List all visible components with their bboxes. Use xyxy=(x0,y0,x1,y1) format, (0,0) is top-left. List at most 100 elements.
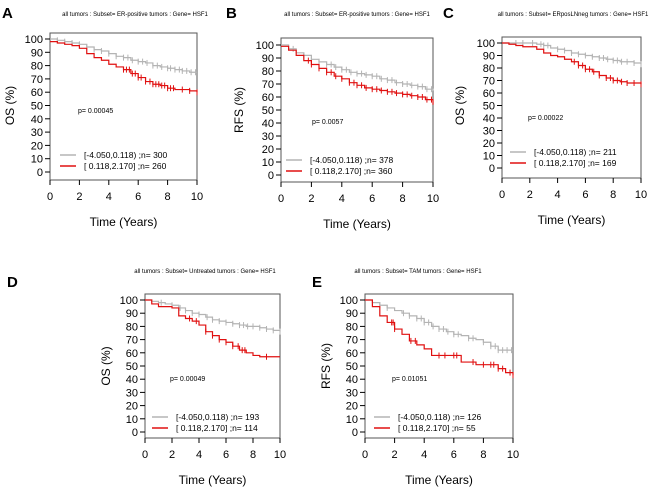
y-tick-label: 20 xyxy=(346,401,358,413)
y-axis-label: OS (%) xyxy=(3,86,17,125)
y-tick-label: 80 xyxy=(31,61,43,73)
x-tick-label: 8 xyxy=(480,449,486,461)
panel-letter: A xyxy=(2,5,13,22)
x-tick-label: 0 xyxy=(47,191,53,203)
y-tick-label: 60 xyxy=(126,348,138,360)
y-tick-label: 90 xyxy=(31,47,43,59)
chart-title: all tumors : Subset= ER-positive tumors … xyxy=(284,12,430,18)
x-tick-label: 10 xyxy=(635,189,647,201)
y-tick-label: 80 xyxy=(262,66,274,78)
y-tick-label: 80 xyxy=(483,63,495,75)
y-tick-label: 50 xyxy=(31,101,43,113)
p-value: p= 0.0057 xyxy=(312,119,343,126)
y-tick-label: 60 xyxy=(346,348,358,360)
x-tick-label: 2 xyxy=(392,449,398,461)
p-value: p= 0.01051 xyxy=(392,376,427,383)
x-axis-label: Time (Years) xyxy=(405,473,473,487)
x-tick-label: 8 xyxy=(400,193,406,205)
plot-frame xyxy=(49,32,198,181)
x-tick-label: 4 xyxy=(106,191,112,203)
x-tick-label: 10 xyxy=(191,191,203,203)
y-tick-label: 70 xyxy=(262,79,274,91)
y-tick-label: 30 xyxy=(262,131,274,143)
x-tick-label: 4 xyxy=(339,193,345,205)
legend-entry: [-4.050,0.118) ;n= 211 xyxy=(534,147,617,157)
x-tick-label: 0 xyxy=(362,449,368,461)
panel-letter: C xyxy=(443,5,454,22)
legend-entry: [ 0.118,2.170] ;n= 260 xyxy=(84,161,167,171)
y-tick-label: 90 xyxy=(126,308,138,320)
y-tick-label: 50 xyxy=(262,105,274,117)
km-curve-high xyxy=(502,42,642,85)
legend-entry: [-4.050,0.118) ;n= 300 xyxy=(84,150,168,160)
y-tick-label: 100 xyxy=(477,38,495,50)
x-tick-label: 2 xyxy=(169,449,175,461)
y-tick-label: 50 xyxy=(346,361,358,373)
y-axis-label: RFS (%) xyxy=(319,343,333,389)
km-curve-high xyxy=(145,299,280,358)
y-tick-label: 60 xyxy=(262,92,274,104)
p-value: p= 0.00045 xyxy=(78,108,113,115)
y-tick-label: 60 xyxy=(483,88,495,100)
y-tick-label: 30 xyxy=(126,387,138,399)
y-tick-label: 90 xyxy=(262,53,274,65)
y-tick-label: 40 xyxy=(483,113,495,125)
chart-title: all tumors : Subset= ER-positive tumors … xyxy=(62,12,208,18)
y-tick-label: 20 xyxy=(483,138,495,150)
y-tick-label: 90 xyxy=(346,308,358,320)
y-axis-label: RFS (%) xyxy=(232,87,246,133)
y-tick-label: 20 xyxy=(126,401,138,413)
panel-letter: D xyxy=(7,274,18,291)
y-tick-label: 30 xyxy=(31,127,43,139)
y-tick-label: 10 xyxy=(346,414,358,426)
x-axis-label: Time (Years) xyxy=(90,215,158,229)
chart-title: all tumors : Subset= TAM tumors : Gene= … xyxy=(354,269,482,275)
x-tick-label: 6 xyxy=(451,449,457,461)
legend-entry: [ 0.118,2.170] ;n= 114 xyxy=(176,423,258,433)
x-tick-label: 4 xyxy=(421,449,427,461)
p-value: p= 0.00049 xyxy=(170,376,205,383)
y-tick-label: 50 xyxy=(483,101,495,113)
y-tick-label: 40 xyxy=(262,118,274,130)
y-tick-label: 20 xyxy=(31,140,43,152)
chart-title: all tumors : Subset= Untreated tumors : … xyxy=(134,269,276,275)
y-tick-label: 10 xyxy=(126,414,138,426)
plot-frame xyxy=(501,36,642,179)
x-tick-label: 10 xyxy=(427,193,439,205)
y-tick-label: 10 xyxy=(262,157,274,169)
y-tick-label: 0 xyxy=(37,167,43,179)
y-tick-label: 100 xyxy=(340,295,358,307)
x-tick-label: 6 xyxy=(582,189,588,201)
y-tick-label: 90 xyxy=(483,51,495,63)
y-axis-label: OS (%) xyxy=(99,346,113,385)
x-tick-label: 10 xyxy=(274,449,286,461)
chart-title: all tumors : Subset= ERposLNneg tumors :… xyxy=(498,12,649,18)
legend-entry: [-4.050,0.118) ;n= 193 xyxy=(176,412,260,422)
y-tick-label: 10 xyxy=(483,151,495,163)
y-tick-label: 10 xyxy=(31,154,43,166)
x-tick-label: 0 xyxy=(142,449,148,461)
x-tick-label: 0 xyxy=(278,193,284,205)
y-tick-label: 70 xyxy=(31,74,43,86)
x-tick-label: 6 xyxy=(369,193,375,205)
x-tick-label: 2 xyxy=(308,193,314,205)
legend-entry: [ 0.118,2.170] ;n= 169 xyxy=(534,158,617,168)
legend-entry: [-4.050,0.118) ;n= 126 xyxy=(398,412,482,422)
y-axis-label: OS (%) xyxy=(453,86,467,125)
x-tick-label: 2 xyxy=(76,191,82,203)
y-tick-label: 30 xyxy=(483,126,495,138)
x-tick-label: 4 xyxy=(555,189,561,201)
y-tick-label: 60 xyxy=(31,87,43,99)
legend-entry: [ 0.118,2.170] ;n= 55 xyxy=(398,423,476,433)
p-value: p= 0.00022 xyxy=(528,115,563,122)
legend-entry: [ 0.118,2.170] ;n= 360 xyxy=(310,166,393,176)
y-tick-label: 70 xyxy=(126,335,138,347)
panel-letter: B xyxy=(226,5,237,22)
x-axis-label: Time (Years) xyxy=(323,217,391,231)
y-tick-label: 40 xyxy=(31,114,43,126)
